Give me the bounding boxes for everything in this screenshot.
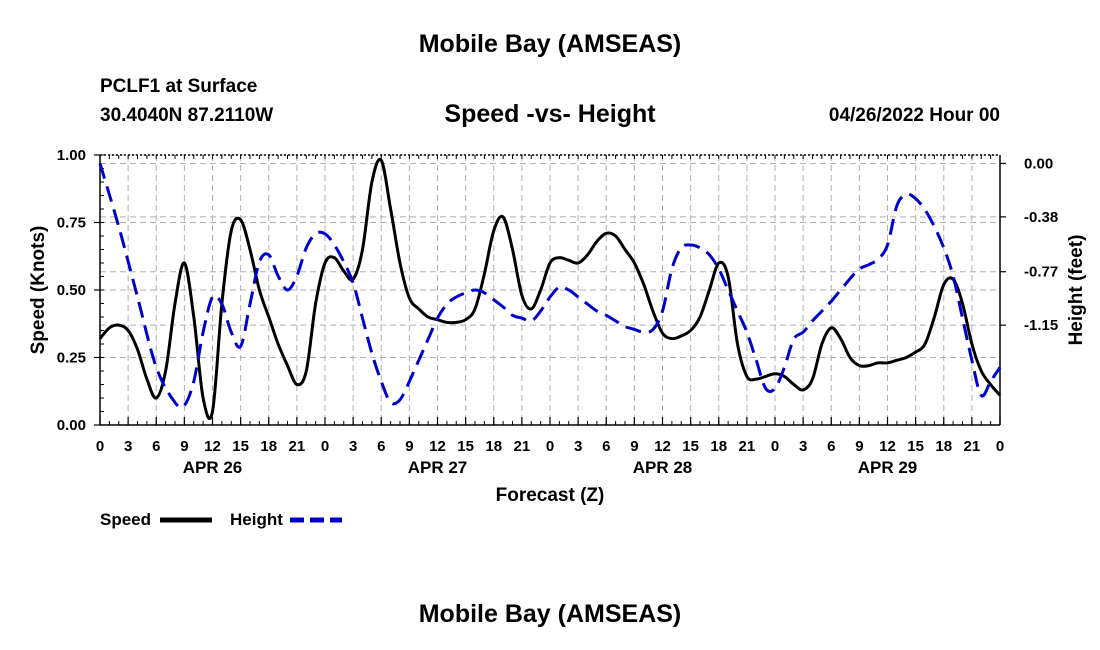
x-tick-label: 21: [289, 438, 306, 455]
chart-title: Speed -vs- Height: [444, 100, 656, 128]
legend-height-label: Height: [230, 510, 283, 529]
x-tick-label: 9: [630, 438, 638, 455]
x-tick-label: 0: [321, 438, 329, 455]
y-tick-label: 0.75: [57, 215, 86, 232]
x-tick-label: 15: [907, 438, 924, 455]
x-tick-label: 12: [654, 438, 671, 455]
y-tick-label: 0.00: [57, 417, 86, 434]
y2-axis-title: Height (feet): [1066, 235, 1087, 346]
x-tick-label: 15: [682, 438, 699, 455]
x-tick-label: 3: [799, 438, 807, 455]
x-tick-label: 12: [204, 438, 221, 455]
x-tick-label: 15: [232, 438, 249, 455]
x-tick-label: 0: [771, 438, 779, 455]
footer-title: Mobile Bay (AMSEAS): [418, 600, 682, 628]
x-tick-label: 18: [710, 438, 727, 455]
x-tick-label: 12: [879, 438, 896, 455]
legend-speed-label: Speed: [100, 510, 151, 529]
x-tick-label: 12: [429, 438, 446, 455]
x-tick-label: 3: [124, 438, 132, 455]
x-tick-label: 3: [574, 438, 582, 455]
y-axis-title: Speed (Knots): [28, 226, 49, 355]
x-tick-label: 15: [457, 438, 474, 455]
x-tick-label: 6: [152, 438, 160, 455]
x-tick-label: 9: [180, 438, 188, 455]
date-label: APR 27: [408, 458, 468, 477]
x-tick-label: 9: [855, 438, 863, 455]
x-tick-label: 21: [514, 438, 531, 455]
x-tick-label: 6: [602, 438, 610, 455]
x-axis-title: Forecast (Z): [496, 485, 605, 506]
y-tick-label: 0.50: [57, 282, 86, 299]
forecast-datetime: 04/26/2022 Hour 00: [828, 105, 1000, 126]
x-tick-label: 21: [964, 438, 981, 455]
y-tick-label: 1.00: [57, 147, 86, 164]
x-tick-label: 21: [739, 438, 756, 455]
date-label: APR 29: [858, 458, 918, 477]
y2-tick-label: -1.15: [1024, 317, 1058, 334]
speed-series-line: [98, 157, 1002, 420]
x-tick-label: 18: [260, 438, 277, 455]
y-tick-label: 0.25: [57, 350, 86, 367]
x-tick-label: 18: [935, 438, 952, 455]
station-coordinates: 30.4040N 87.2110W: [100, 105, 274, 126]
y2-tick-label: 0.00: [1024, 155, 1053, 172]
height-series-line: [98, 162, 1002, 410]
date-label: APR 28: [633, 458, 693, 477]
x-tick-label: 6: [827, 438, 835, 455]
main-title: Mobile Bay (AMSEAS): [418, 30, 682, 58]
y2-tick-label: -0.77: [1024, 264, 1058, 281]
x-tick-label: 0: [996, 438, 1004, 455]
x-tick-label: 0: [546, 438, 554, 455]
date-label: APR 26: [183, 458, 243, 477]
y2-tick-label: -0.38: [1024, 209, 1058, 226]
station-label: PCLF1 at Surface: [100, 76, 258, 97]
x-tick-label: 9: [405, 438, 413, 455]
x-tick-label: 3: [349, 438, 357, 455]
x-tick-label: 0: [96, 438, 104, 455]
x-tick-label: 18: [485, 438, 502, 455]
x-tick-label: 6: [377, 438, 385, 455]
